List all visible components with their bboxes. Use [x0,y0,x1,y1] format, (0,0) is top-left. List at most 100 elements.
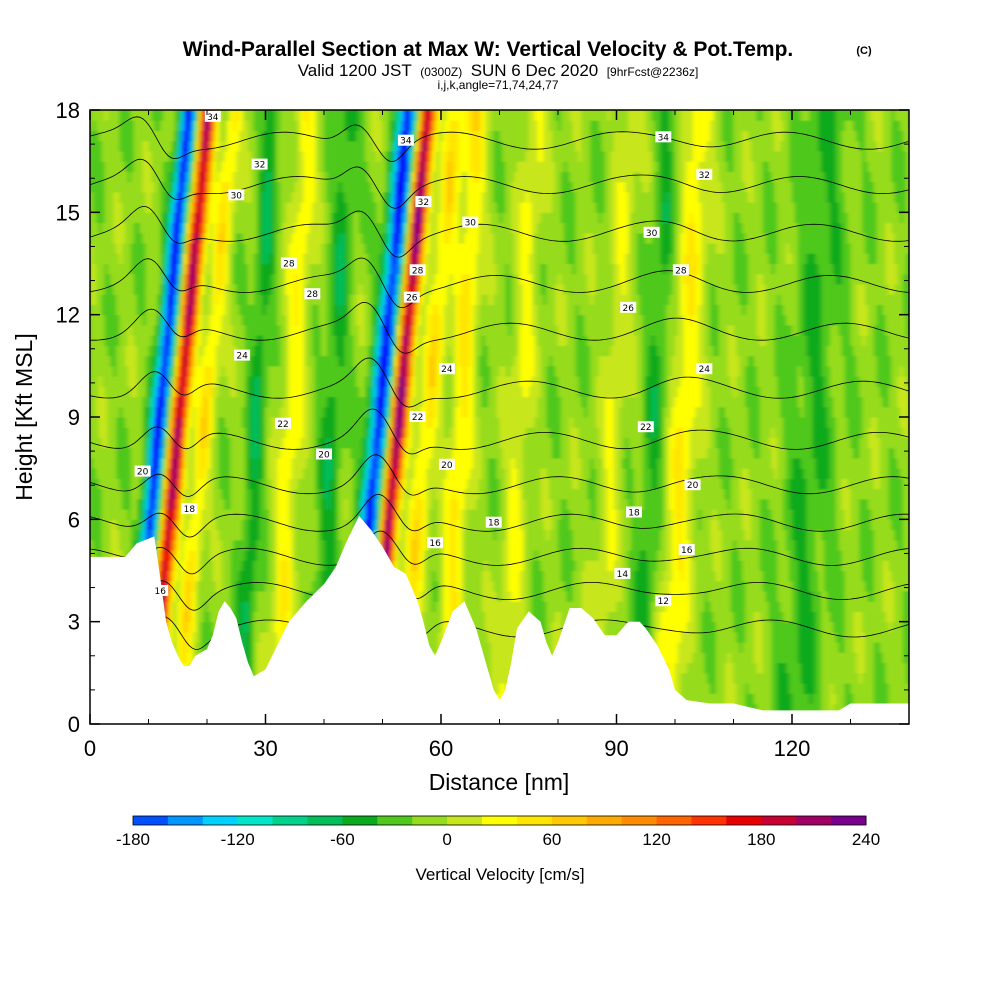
field-cell [145,284,150,295]
field-cell [145,529,150,541]
field-cell [306,130,310,142]
field-cell [163,406,167,418]
field-cell [250,468,255,479]
field-cell [157,232,161,244]
field-cell [283,611,287,623]
field-cell [201,591,205,602]
field-cell [192,365,196,377]
field-cell [256,284,261,295]
field-cell [297,396,302,408]
field-cell [218,601,223,612]
field-cell [321,222,325,234]
field-cell [236,212,240,224]
field-cell [98,314,103,326]
field-cell [256,314,261,326]
field-cell [324,335,328,346]
field-cell [104,457,109,469]
field-cell [326,324,331,336]
field-cell [300,580,305,592]
field-cell [288,488,293,500]
field-cell [125,181,129,193]
field-cell [283,294,287,305]
field-cell [128,406,132,418]
field-cell [177,611,182,623]
field-cell [207,212,211,224]
field-cell [230,253,234,265]
field-cell [306,427,310,438]
field-cell [248,376,252,387]
field-cell [151,478,155,490]
field-cell [239,550,243,561]
field-cell [169,140,173,152]
field-cell [192,222,196,234]
field-cell [218,243,223,254]
field-cell [297,365,302,377]
field-cell [204,191,208,203]
field-cell [227,550,231,561]
field-cell [148,140,152,152]
field-cell [306,355,310,367]
field-cell [271,150,275,162]
field-cell [233,468,237,479]
field-cell [256,355,261,367]
field-cell [116,304,120,316]
field-cell [233,488,237,500]
field-cell [256,365,261,377]
field-cell [151,171,155,183]
field-cell [195,457,199,469]
field-cell [291,550,296,561]
field-cell [312,355,316,367]
field-cell [245,488,249,500]
field-cell [262,243,267,254]
field-cell [183,601,188,612]
chart-subtitle2: i,j,k,angle=71,74,24,77 [437,78,558,92]
field-cell [98,140,103,152]
field-cell [122,417,126,428]
field-cell [309,294,313,305]
field-cell [236,120,240,131]
field-cell [306,509,310,520]
field-cell [198,150,202,162]
field-cell [145,110,150,121]
field-cell [183,263,188,275]
field-cell [189,130,193,142]
field-cell [329,150,334,162]
field-cell [253,560,258,572]
field-cell [277,120,281,131]
field-cell [180,396,185,408]
field-cell [312,161,316,172]
field-cell [297,324,302,336]
field-cell [157,406,161,418]
field-cell [227,437,231,449]
field-cell [204,631,208,643]
field-cell [245,437,249,449]
field-cell [280,130,284,142]
field-cell [148,273,152,285]
field-cell [271,406,275,418]
field-cell [145,509,150,520]
field-cell [101,345,106,357]
field-cell [268,519,272,531]
field-cell [300,417,305,428]
field-cell [136,232,141,244]
field-cell [207,232,211,244]
field-cell [92,212,97,224]
field-cell [224,509,229,520]
field-cell [130,417,135,428]
field-cell [324,110,328,121]
field-cell [136,304,141,316]
field-cell [286,611,290,623]
field-cell [294,110,299,121]
field-cell [204,232,208,244]
field-cell [183,273,188,285]
field-cell [212,314,217,326]
field-cell [139,417,144,428]
field-cell [174,376,179,387]
field-cell [312,457,316,469]
field-cell [230,284,234,295]
field-cell [309,110,313,121]
field-cell [107,140,111,152]
field-cell [215,519,220,531]
field-cell [268,110,272,121]
field-cell [180,529,185,541]
